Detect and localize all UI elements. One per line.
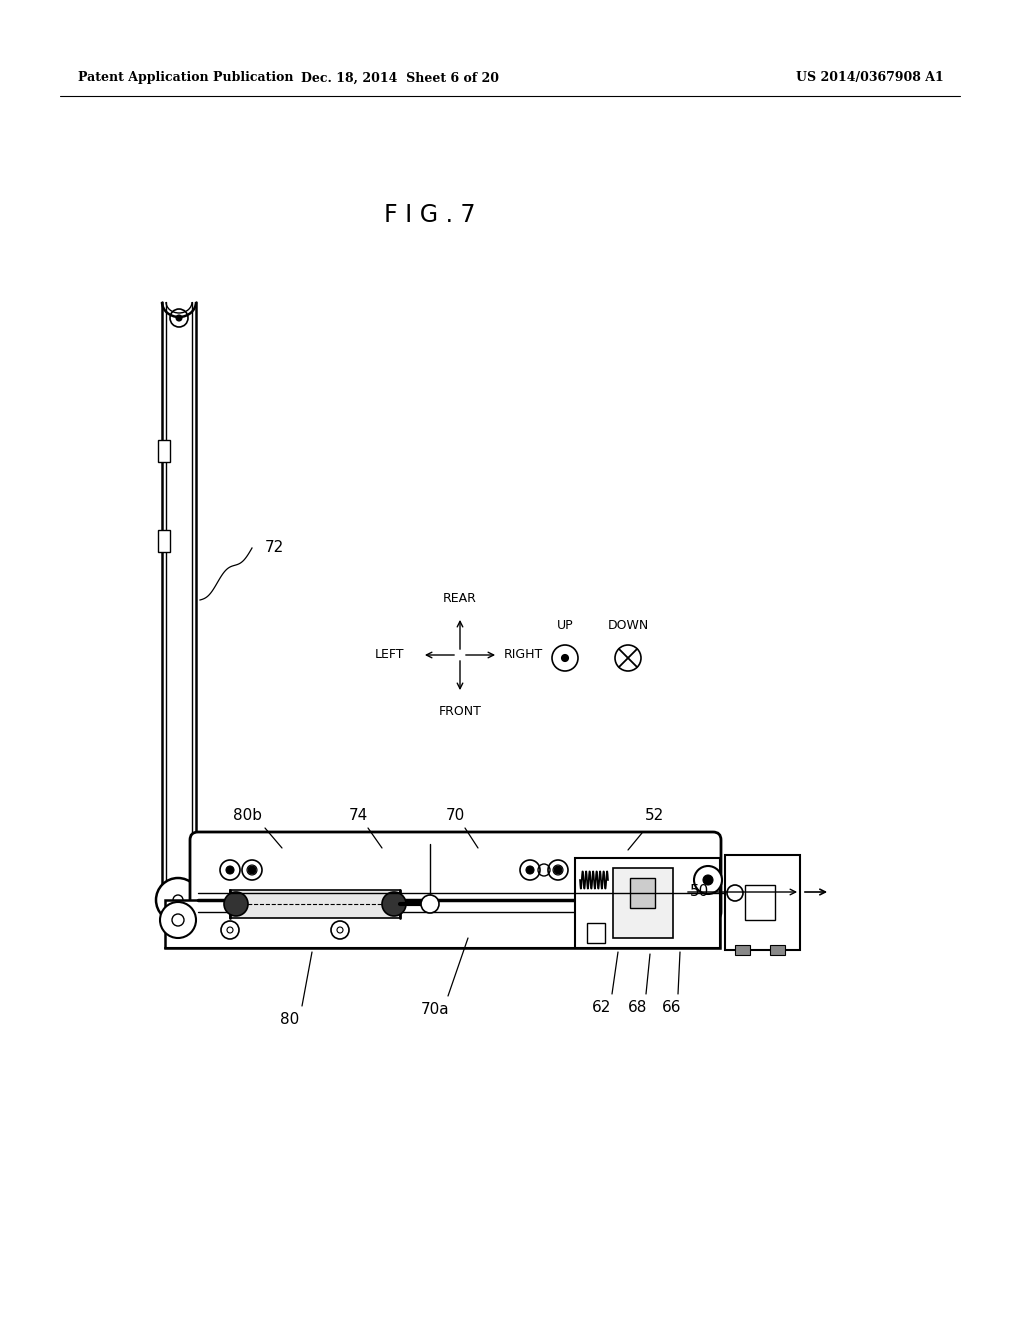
Text: REAR: REAR bbox=[443, 591, 477, 605]
Circle shape bbox=[156, 878, 200, 921]
Bar bbox=[735, 945, 750, 954]
Circle shape bbox=[694, 866, 722, 894]
Bar bbox=[745, 884, 775, 920]
Text: 62: 62 bbox=[592, 1001, 611, 1015]
Circle shape bbox=[554, 866, 562, 874]
Bar bbox=[587, 923, 605, 942]
FancyBboxPatch shape bbox=[190, 832, 721, 920]
Text: 68: 68 bbox=[629, 1001, 648, 1015]
Text: 72: 72 bbox=[265, 540, 285, 556]
Text: DOWN: DOWN bbox=[607, 619, 648, 632]
Text: Patent Application Publication: Patent Application Publication bbox=[78, 71, 294, 84]
Circle shape bbox=[703, 875, 713, 884]
Bar bbox=[230, 890, 400, 917]
Bar bbox=[630, 878, 655, 908]
Bar bbox=[158, 440, 170, 462]
Circle shape bbox=[421, 895, 439, 913]
Bar bbox=[158, 531, 170, 552]
Text: 80: 80 bbox=[281, 1012, 300, 1027]
Text: RIGHT: RIGHT bbox=[504, 648, 544, 661]
Circle shape bbox=[160, 902, 196, 939]
Text: 74: 74 bbox=[348, 808, 368, 822]
Text: 52: 52 bbox=[645, 808, 665, 822]
Text: UP: UP bbox=[557, 619, 573, 632]
Text: FRONT: FRONT bbox=[438, 705, 481, 718]
Text: F I G . 7: F I G . 7 bbox=[384, 203, 476, 227]
Circle shape bbox=[224, 892, 248, 916]
Bar bbox=[165, 900, 720, 948]
Circle shape bbox=[382, 892, 406, 916]
Text: 80b: 80b bbox=[233, 808, 262, 822]
Text: 50: 50 bbox=[690, 884, 710, 899]
Text: 66: 66 bbox=[663, 1001, 682, 1015]
Circle shape bbox=[727, 884, 743, 902]
Text: LEFT: LEFT bbox=[375, 648, 404, 661]
Text: Dec. 18, 2014  Sheet 6 of 20: Dec. 18, 2014 Sheet 6 of 20 bbox=[301, 71, 499, 84]
Bar bbox=[725, 855, 800, 950]
Text: 70: 70 bbox=[445, 808, 465, 822]
Bar bbox=[613, 869, 673, 939]
Bar bbox=[575, 858, 720, 948]
Circle shape bbox=[226, 866, 234, 874]
Text: US 2014/0367908 A1: US 2014/0367908 A1 bbox=[796, 71, 944, 84]
Circle shape bbox=[561, 655, 568, 661]
Circle shape bbox=[176, 315, 182, 321]
Circle shape bbox=[248, 866, 256, 874]
Circle shape bbox=[526, 866, 534, 874]
Text: 70a: 70a bbox=[421, 1002, 450, 1016]
Bar bbox=[770, 945, 785, 954]
